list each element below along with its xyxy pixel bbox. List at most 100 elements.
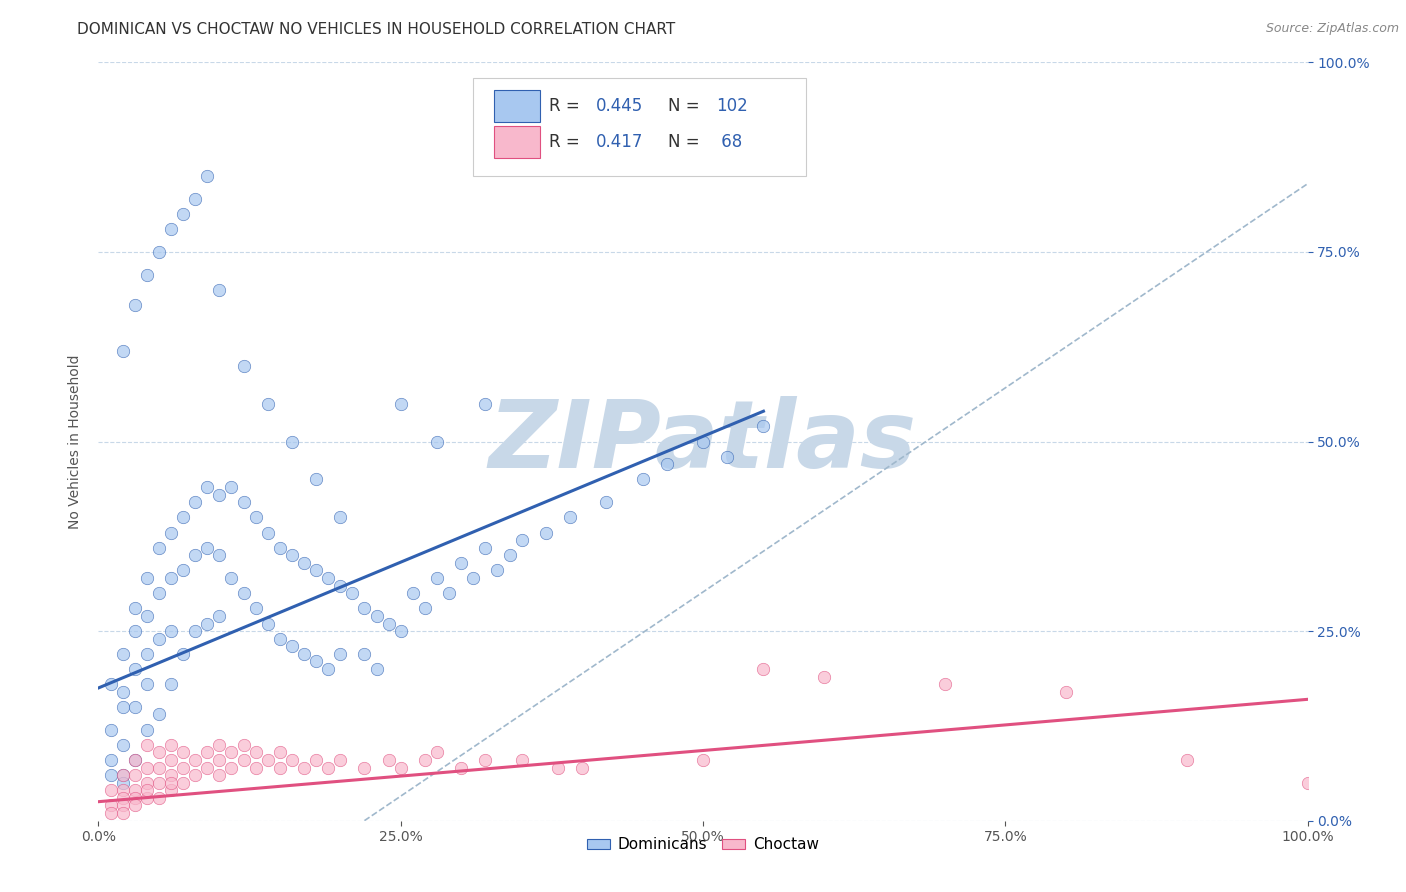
Point [100, 806, 122, 821]
Point [269, 541, 291, 555]
Y-axis label: No Vehicles in Household: No Vehicles in Household [69, 354, 83, 529]
Point [813, 669, 835, 683]
Text: 102: 102 [716, 96, 748, 115]
Point [571, 760, 593, 774]
Point [256, 753, 278, 767]
Point [148, 586, 170, 600]
Text: R =: R = [550, 96, 581, 115]
Point [402, 586, 425, 600]
Point [269, 632, 291, 646]
FancyBboxPatch shape [494, 126, 540, 158]
Point [124, 298, 146, 312]
Point [160, 776, 183, 790]
Point [353, 647, 375, 661]
Point [1175, 753, 1198, 767]
Text: 0.417: 0.417 [595, 133, 643, 151]
Point [232, 495, 254, 509]
Point [245, 601, 267, 615]
Point [934, 677, 956, 691]
Point [547, 760, 569, 774]
Point [413, 601, 436, 615]
Point [463, 571, 485, 585]
Point [172, 510, 194, 524]
Point [1054, 685, 1077, 699]
Point [232, 738, 254, 752]
Point [245, 510, 267, 524]
Point [111, 791, 134, 805]
Point [124, 624, 146, 639]
Point [124, 753, 146, 767]
Point [292, 760, 315, 774]
Point [305, 564, 328, 578]
Point [135, 571, 157, 585]
Point [281, 434, 304, 449]
Point [124, 768, 146, 782]
Point [474, 753, 496, 767]
Point [208, 608, 231, 623]
Point [232, 359, 254, 373]
Point [292, 647, 315, 661]
Point [305, 655, 328, 669]
Point [329, 647, 352, 661]
Point [100, 798, 122, 813]
Point [148, 746, 170, 760]
Text: Source: ZipAtlas.com: Source: ZipAtlas.com [1265, 22, 1399, 36]
Point [232, 753, 254, 767]
Point [366, 608, 388, 623]
Point [148, 791, 170, 805]
Point [595, 495, 617, 509]
Point [148, 776, 170, 790]
Point [195, 760, 218, 774]
Point [281, 548, 304, 563]
Legend: Dominicans, Choctaw: Dominicans, Choctaw [581, 831, 825, 858]
Point [148, 632, 170, 646]
Point [281, 639, 304, 653]
Point [111, 699, 134, 714]
Point [100, 768, 122, 782]
Point [221, 746, 243, 760]
Point [221, 760, 243, 774]
Point [160, 738, 183, 752]
Point [366, 662, 388, 676]
Point [208, 548, 231, 563]
Point [329, 579, 352, 593]
Point [377, 753, 399, 767]
Point [353, 601, 375, 615]
Point [135, 268, 157, 282]
Point [221, 480, 243, 494]
Point [208, 768, 231, 782]
Point [655, 458, 678, 472]
Point [692, 753, 714, 767]
Point [172, 564, 194, 578]
Point [195, 480, 218, 494]
Point [292, 556, 315, 570]
Point [135, 608, 157, 623]
Point [160, 677, 183, 691]
Point [124, 791, 146, 805]
Point [437, 586, 460, 600]
Point [135, 776, 157, 790]
Point [329, 753, 352, 767]
Point [135, 760, 157, 774]
Point [195, 746, 218, 760]
Text: ZIPatlas: ZIPatlas [489, 395, 917, 488]
Point [208, 487, 231, 501]
Point [426, 434, 449, 449]
Point [172, 760, 194, 774]
Point [256, 396, 278, 410]
Point [692, 434, 714, 449]
Point [752, 419, 775, 434]
Point [305, 753, 328, 767]
Point [148, 244, 170, 259]
Point [256, 616, 278, 631]
Point [100, 783, 122, 797]
Point [184, 548, 207, 563]
Point [124, 662, 146, 676]
Point [269, 760, 291, 774]
Point [111, 783, 134, 797]
Text: N =: N = [668, 96, 700, 115]
Point [184, 495, 207, 509]
Point [148, 707, 170, 722]
Point [111, 685, 134, 699]
FancyBboxPatch shape [494, 90, 540, 121]
